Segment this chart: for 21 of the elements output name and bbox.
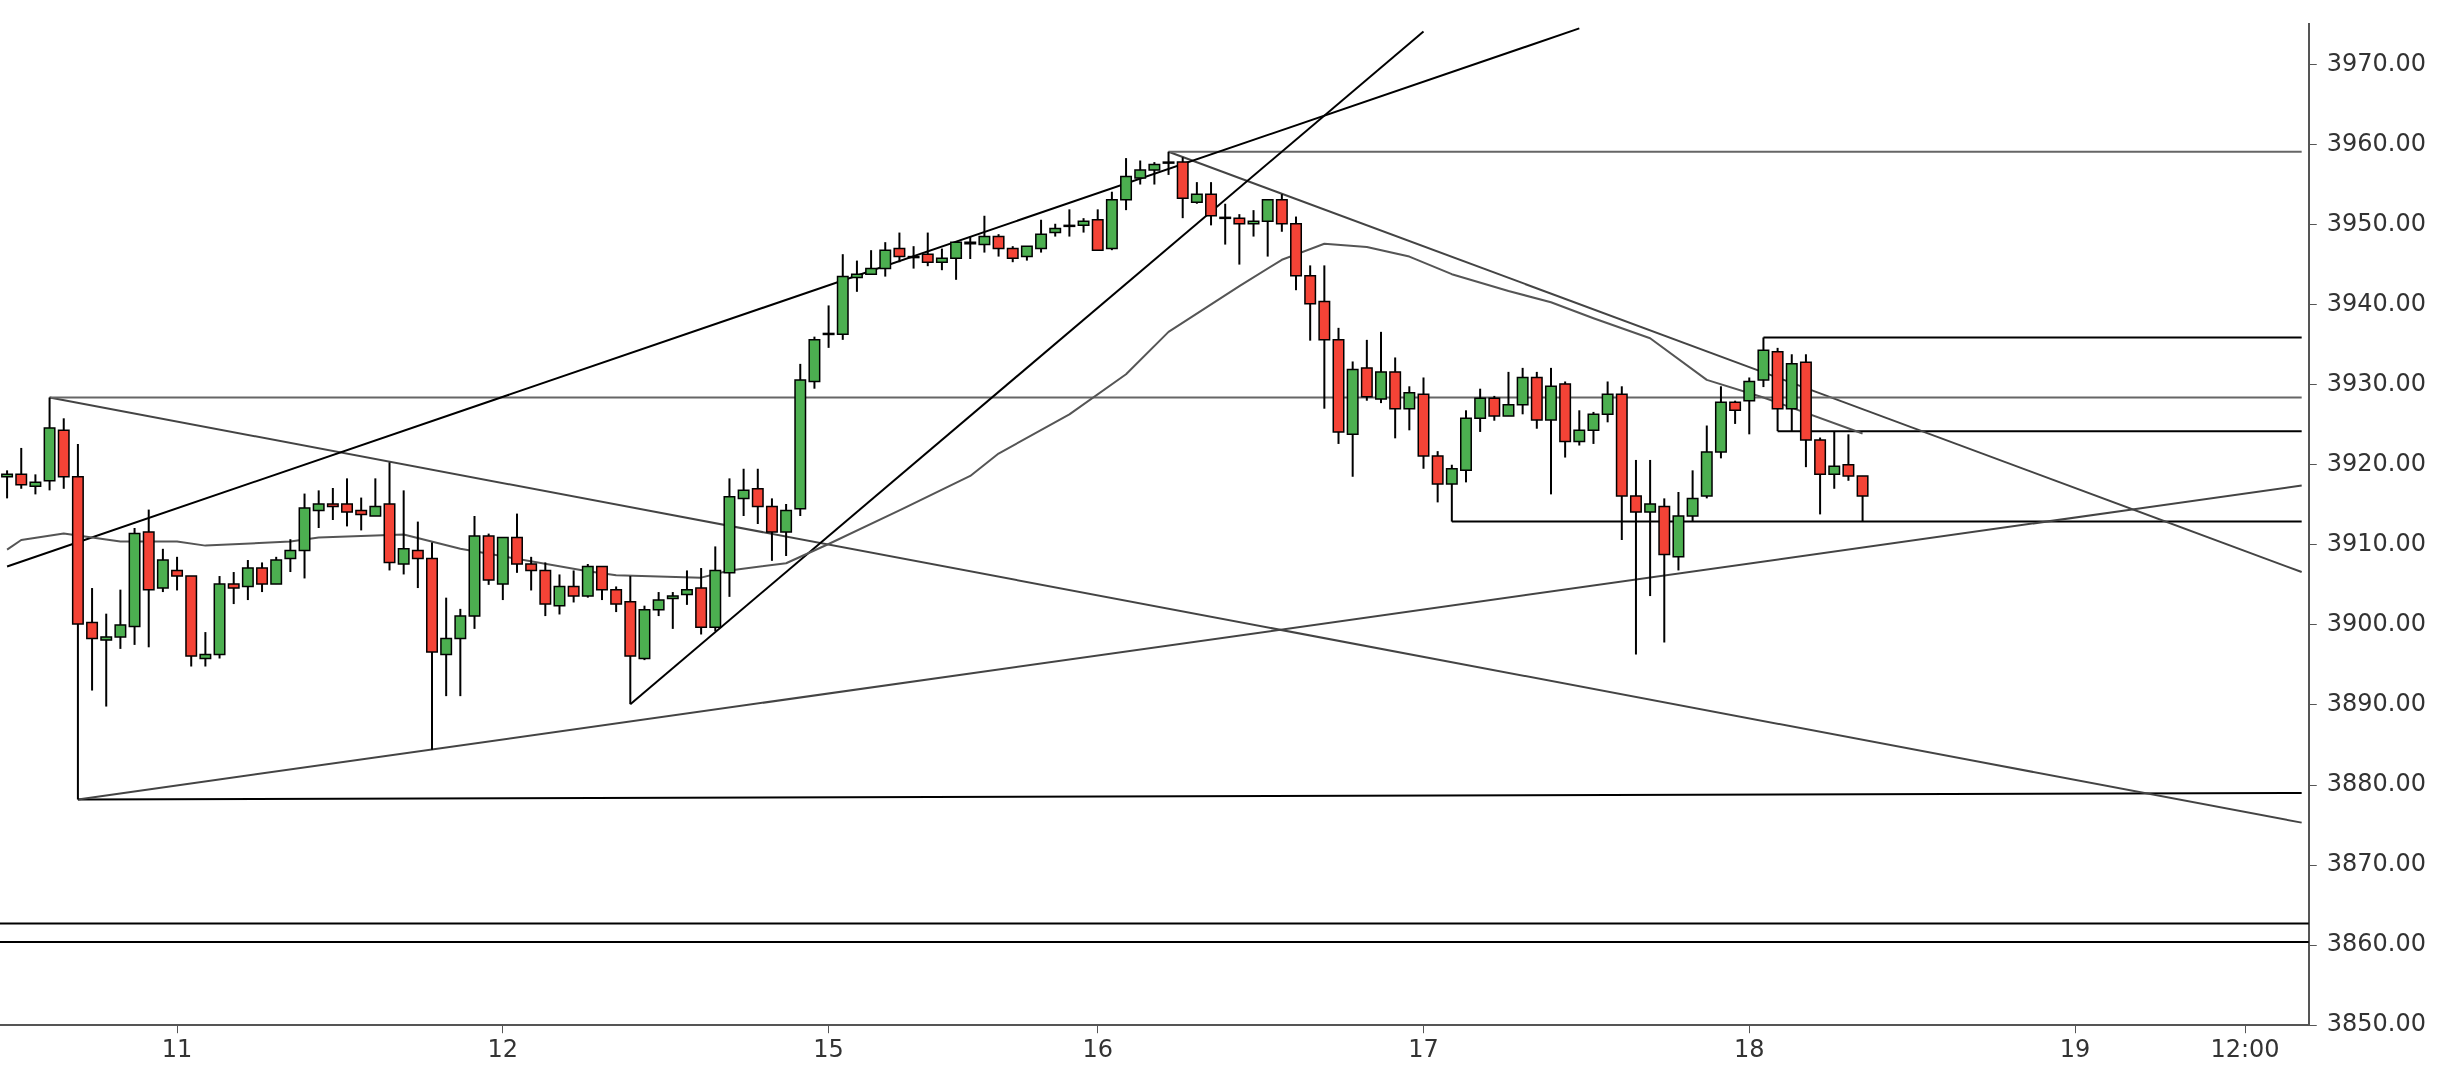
x-tick-label: 12 bbox=[487, 1034, 519, 1063]
x-tick-label: 15 bbox=[813, 1034, 844, 1063]
x-tick-label: 18 bbox=[1734, 1034, 1765, 1063]
y-tick-label: 3890.00 bbox=[2326, 689, 2426, 718]
y-tick-label: 3900.00 bbox=[2326, 609, 2426, 638]
y-tick-label: 3930.00 bbox=[2326, 368, 2426, 397]
y-tick-label: 3950.00 bbox=[2326, 208, 2426, 237]
y-tick-label: 3850.00 bbox=[2326, 1009, 2426, 1038]
x-tick-label: 17 bbox=[1408, 1034, 1439, 1063]
x-tick-label: 12:00 bbox=[2210, 1034, 2280, 1063]
y-tick-label: 3970.00 bbox=[2326, 48, 2426, 77]
y-tick-label: 3870.00 bbox=[2326, 849, 2426, 878]
y-tick-label: 3940.00 bbox=[2326, 288, 2426, 317]
x-tick-label: 19 bbox=[2059, 1034, 2091, 1063]
y-tick-label: 3910.00 bbox=[2326, 529, 2426, 558]
y-tick-label: 3880.00 bbox=[2326, 769, 2426, 798]
y-tick-label: 3960.00 bbox=[2326, 128, 2426, 157]
y-tick-label: 3860.00 bbox=[2326, 929, 2426, 958]
x-tick-label: 16 bbox=[1082, 1034, 1113, 1063]
y-tick-label: 3920.00 bbox=[2326, 448, 2426, 477]
x-tick-label: 11 bbox=[161, 1034, 193, 1063]
